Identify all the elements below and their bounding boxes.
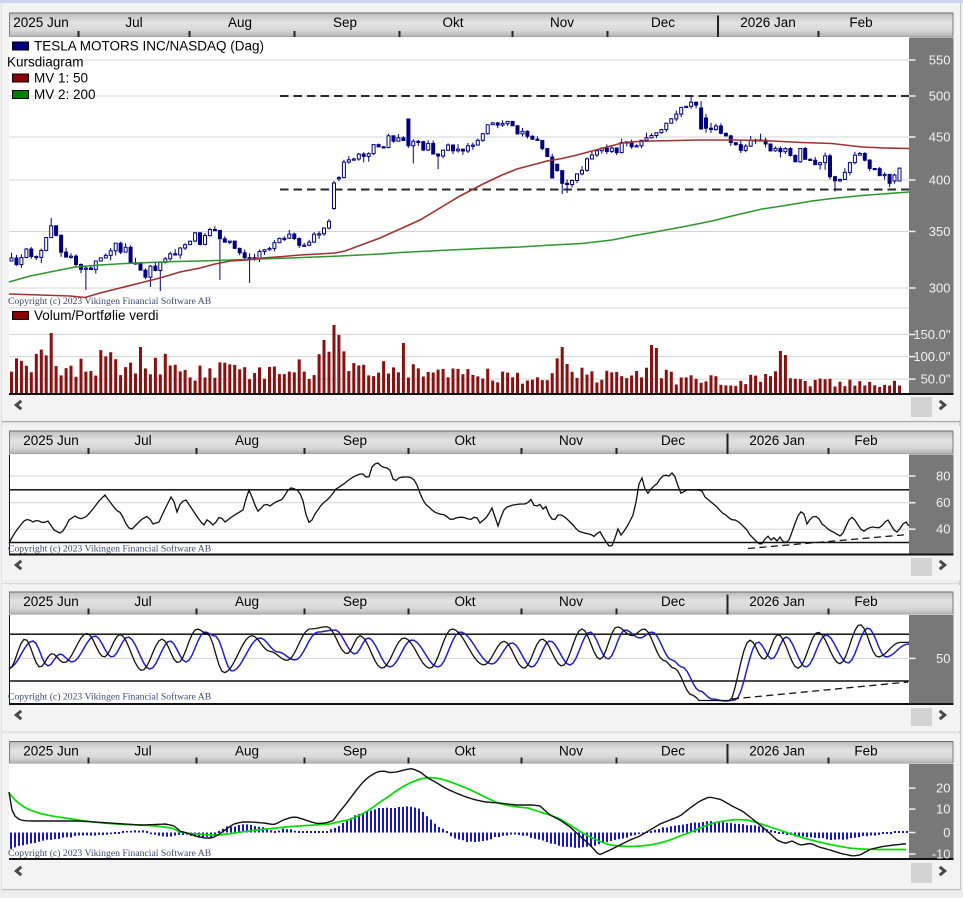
svg-text:Nov: Nov: [559, 433, 583, 448]
svg-text:-10: -10: [932, 847, 951, 862]
svg-text:2026 Jan: 2026 Jan: [740, 15, 796, 30]
svg-text:2025 Jun: 2025 Jun: [23, 744, 79, 759]
svg-text:TESLA MOTORS INC/NASDAQ (Dag): TESLA MOTORS INC/NASDAQ (Dag): [34, 39, 264, 54]
svg-text:40: 40: [936, 522, 950, 537]
svg-text:2025 Jun: 2025 Jun: [23, 433, 79, 448]
svg-text:2026 Jan: 2026 Jan: [749, 594, 805, 609]
svg-text:Copyright (c) 2023 Vikingen Fi: Copyright (c) 2023 Vikingen Financial So…: [8, 544, 211, 555]
svg-text:Dec: Dec: [661, 594, 685, 609]
svg-text:60: 60: [936, 495, 950, 510]
svg-text:Nov: Nov: [550, 15, 574, 30]
svg-text:0: 0: [943, 825, 950, 840]
svg-text:Jul: Jul: [125, 15, 142, 30]
svg-text:Okt: Okt: [454, 433, 475, 448]
svg-text:Volum/Portfølie verdi: Volum/Portfølie verdi: [34, 308, 159, 323]
svg-text:Feb: Feb: [854, 594, 877, 609]
svg-text:Jul: Jul: [134, 594, 151, 609]
svg-text:Dec: Dec: [661, 744, 685, 759]
svg-text:Jul: Jul: [134, 433, 151, 448]
svg-text:Copyright (c) 2023 Vikingen Fi: Copyright (c) 2023 Vikingen Financial So…: [8, 296, 211, 307]
svg-text:80: 80: [936, 469, 950, 484]
svg-text:Aug: Aug: [235, 433, 259, 448]
svg-text:Nov: Nov: [559, 594, 583, 609]
svg-text:500: 500: [929, 89, 951, 104]
svg-text:100.0": 100.0": [913, 349, 951, 364]
svg-text:20: 20: [936, 781, 950, 796]
svg-text:Nov: Nov: [559, 744, 583, 759]
svg-text:Feb: Feb: [854, 744, 877, 759]
svg-text:50: 50: [936, 651, 950, 666]
svg-text:MV 2: 200: MV 2: 200: [34, 87, 96, 102]
svg-text:350: 350: [929, 224, 951, 239]
svg-text:10: 10: [936, 802, 950, 817]
svg-text:2025 Jun: 2025 Jun: [13, 15, 69, 30]
svg-text:Sep: Sep: [343, 594, 367, 609]
svg-text:450: 450: [929, 130, 951, 145]
svg-text:2025 Jun: 2025 Jun: [23, 594, 79, 609]
svg-text:MV 1: 50: MV 1: 50: [34, 71, 88, 86]
svg-text:550: 550: [929, 53, 951, 68]
svg-text:2026 Jan: 2026 Jan: [749, 744, 805, 759]
svg-text:Copyright (c) 2023 Vikingen Fi: Copyright (c) 2023 Vikingen Financial So…: [8, 848, 211, 859]
svg-text:Aug: Aug: [235, 594, 259, 609]
svg-text:150.0": 150.0": [913, 327, 951, 342]
svg-text:Copyright (c) 2023 Vikingen Fi: Copyright (c) 2023 Vikingen Financial So…: [8, 692, 211, 703]
svg-text:Feb: Feb: [849, 15, 872, 30]
svg-text:Dec: Dec: [661, 433, 685, 448]
svg-text:Okt: Okt: [454, 744, 475, 759]
svg-text:Sep: Sep: [343, 433, 367, 448]
svg-text:Okt: Okt: [454, 594, 475, 609]
svg-text:2026 Jan: 2026 Jan: [749, 433, 805, 448]
svg-text:400: 400: [929, 173, 951, 188]
svg-text:50.0": 50.0": [921, 372, 951, 387]
svg-text:Okt: Okt: [442, 15, 463, 30]
svg-text:Kursdiagram: Kursdiagram: [7, 55, 84, 70]
svg-text:Dec: Dec: [651, 15, 675, 30]
svg-text:300: 300: [929, 281, 951, 296]
svg-text:Aug: Aug: [235, 744, 259, 759]
svg-text:Sep: Sep: [333, 15, 357, 30]
svg-text:Aug: Aug: [228, 15, 252, 30]
svg-text:Feb: Feb: [854, 433, 877, 448]
svg-text:Sep: Sep: [343, 744, 367, 759]
svg-text:Jul: Jul: [134, 744, 151, 759]
